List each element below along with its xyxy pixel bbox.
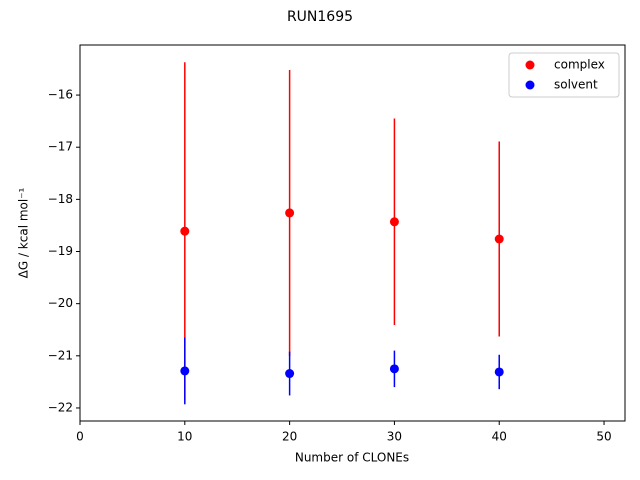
point xyxy=(389,217,399,227)
y-tick-label: −22 xyxy=(48,400,73,414)
point xyxy=(494,367,504,377)
y-tick-label: −16 xyxy=(48,88,73,102)
point xyxy=(285,208,295,218)
legend-label: solvent xyxy=(554,78,598,92)
y-tick-label: −17 xyxy=(48,140,73,154)
x-tick-label: 30 xyxy=(387,430,402,444)
x-tick-label: 50 xyxy=(596,430,611,444)
y-tick-label: −19 xyxy=(48,244,73,258)
y-axis-label: ΔG / kcal mol⁻¹ xyxy=(17,187,31,278)
chart-title: RUN1695 xyxy=(287,9,353,25)
legend-marker xyxy=(525,60,535,70)
legend-box xyxy=(508,52,620,98)
legend-label: complex xyxy=(554,58,605,72)
plot-frame xyxy=(79,44,626,422)
legend-marker xyxy=(525,80,535,90)
point xyxy=(389,364,399,374)
x-tick-label: 40 xyxy=(492,430,507,444)
point xyxy=(285,369,295,379)
x-tick-label: 10 xyxy=(177,430,192,444)
point xyxy=(180,226,190,236)
x-tick-label: 20 xyxy=(282,430,297,444)
point xyxy=(180,366,190,376)
x-axis-label: Number of CLONEs xyxy=(295,451,409,465)
point xyxy=(494,234,504,244)
x-tick-label: 0 xyxy=(76,430,84,444)
y-tick-label: −18 xyxy=(48,192,73,206)
y-tick-label: −20 xyxy=(48,296,73,310)
y-tick-label: −21 xyxy=(48,348,73,362)
